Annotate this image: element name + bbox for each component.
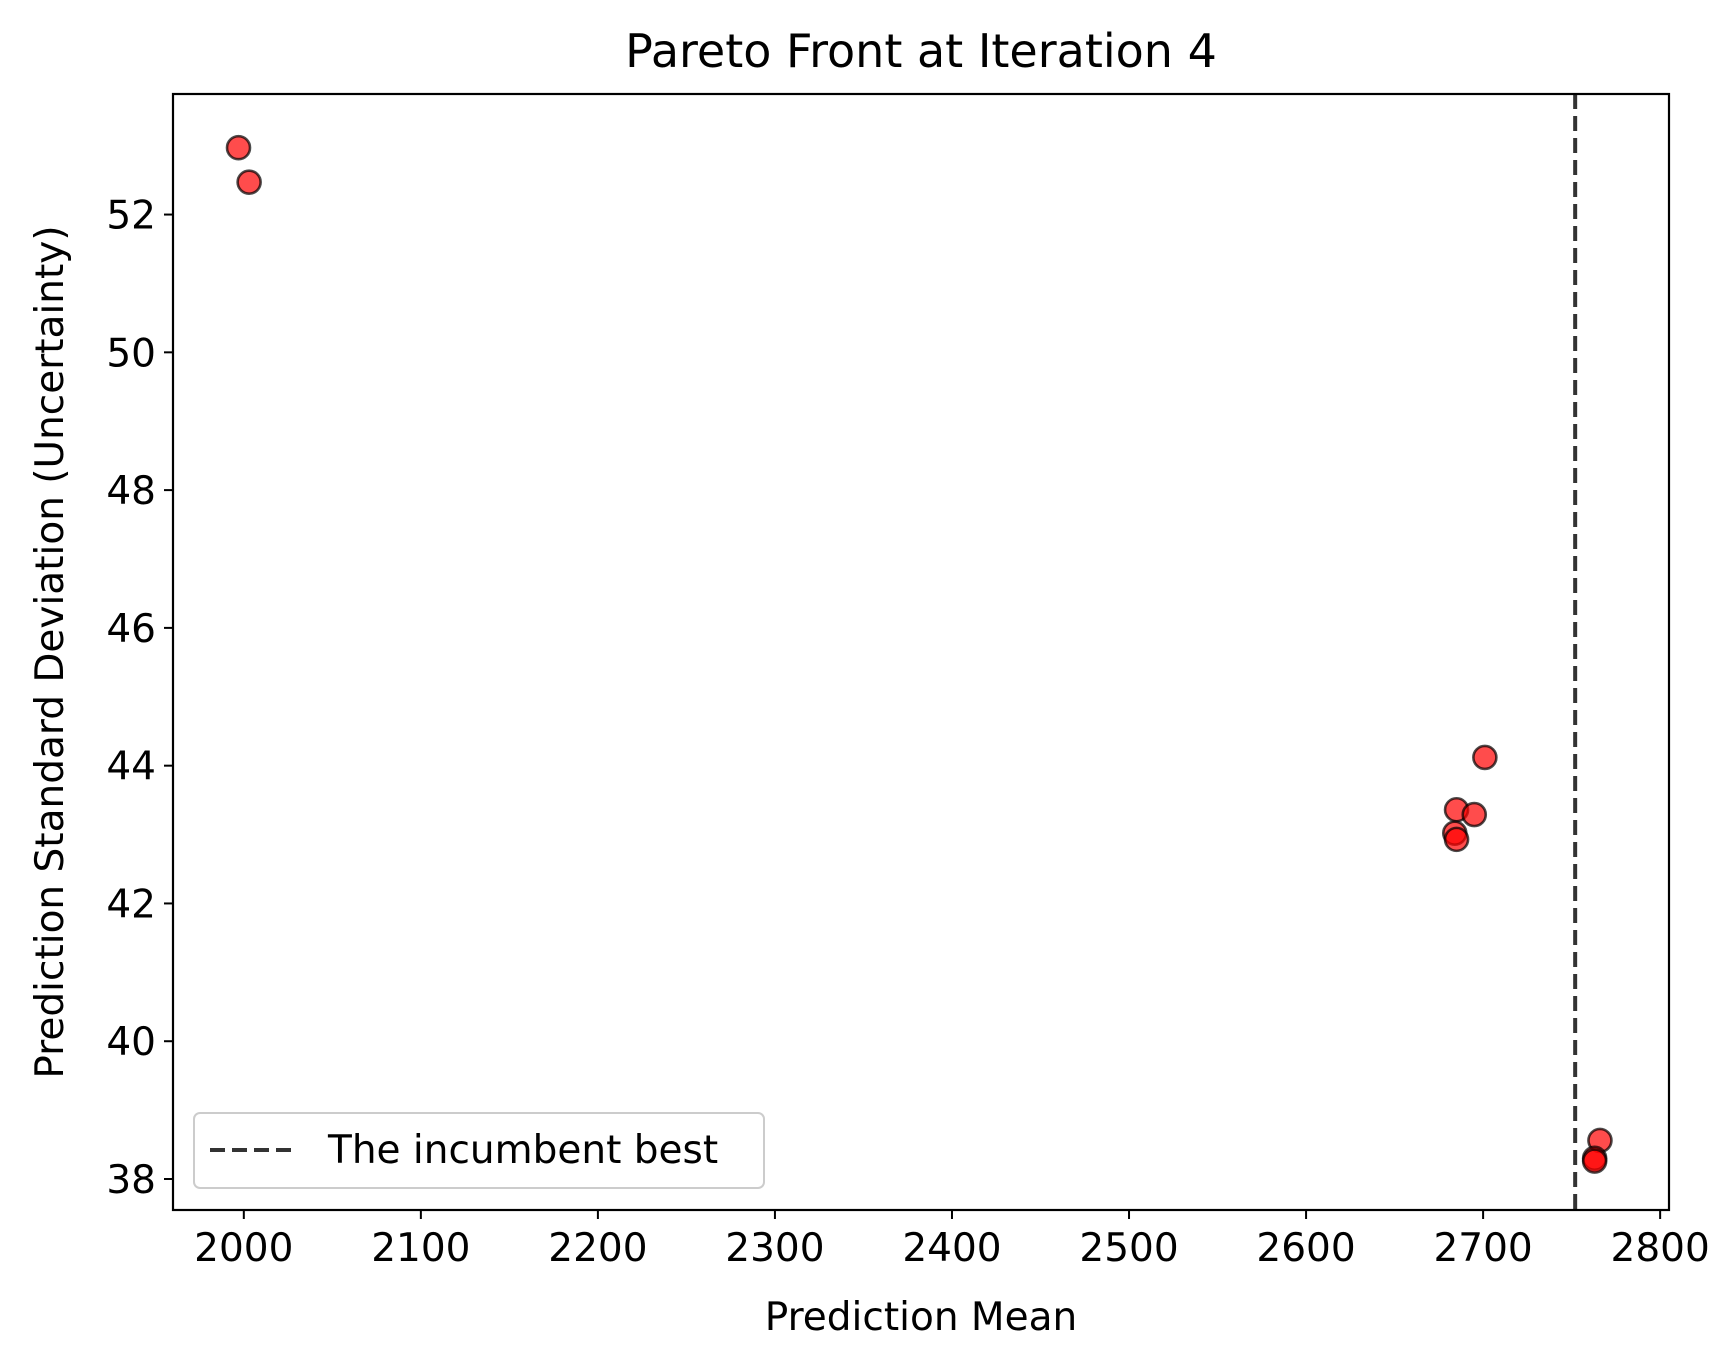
y-tick-label-44: 44 bbox=[106, 745, 156, 790]
scatter-point-2 bbox=[1472, 744, 1498, 771]
y-tick-label-40: 40 bbox=[106, 1020, 156, 1065]
x-tick-label-2300: 2300 bbox=[725, 1226, 824, 1271]
legend: The incumbent best bbox=[193, 1112, 765, 1189]
x-tick-label-2100: 2100 bbox=[371, 1226, 470, 1271]
y-tick-label-46: 46 bbox=[106, 607, 156, 652]
plot-area bbox=[225, 94, 1613, 1210]
y-tick-label-52: 52 bbox=[106, 194, 156, 239]
legend-box bbox=[193, 1112, 765, 1189]
x-tick-label-2600: 2600 bbox=[1256, 1226, 1355, 1271]
x-tick-label-2400: 2400 bbox=[902, 1226, 1001, 1271]
y-tick-label-48: 48 bbox=[106, 469, 156, 514]
x-tick-label-2500: 2500 bbox=[1079, 1226, 1178, 1271]
x-axis-ticks: 2000 2100 2200 2300 2400 2500 2600 2700 2800 bbox=[194, 1210, 1710, 1271]
y-axis-ticks: 38 40 42 44 46 48 50 52 bbox=[106, 194, 173, 1203]
y-tick-label-38: 38 bbox=[106, 1158, 156, 1203]
scatter-point-9 bbox=[1581, 1148, 1608, 1174]
x-tick-label-2200: 2200 bbox=[548, 1226, 647, 1271]
y-tick-label-42: 42 bbox=[106, 882, 156, 927]
x-tick-label-2800: 2800 bbox=[1611, 1226, 1710, 1271]
x-tick-label-2000: 2000 bbox=[194, 1226, 293, 1271]
y-tick-label-50: 50 bbox=[106, 331, 156, 376]
scatter-point-1 bbox=[236, 169, 262, 195]
plot-frame bbox=[171, 92, 1671, 1212]
x-axis-label: Prediction Mean bbox=[765, 1295, 1077, 1340]
y-axis-label: Prediction Standard Deviation (Uncertain… bbox=[28, 225, 73, 1078]
legend-entry-incumbent-best: The incumbent best bbox=[327, 1128, 718, 1173]
scatter-point-0 bbox=[225, 134, 252, 161]
scatter-point-6 bbox=[1443, 826, 1470, 853]
scatter-point-4 bbox=[1461, 801, 1488, 828]
chart-title: Pareto Front at Iteration 4 bbox=[625, 24, 1217, 78]
x-tick-label-2700: 2700 bbox=[1433, 1226, 1532, 1271]
